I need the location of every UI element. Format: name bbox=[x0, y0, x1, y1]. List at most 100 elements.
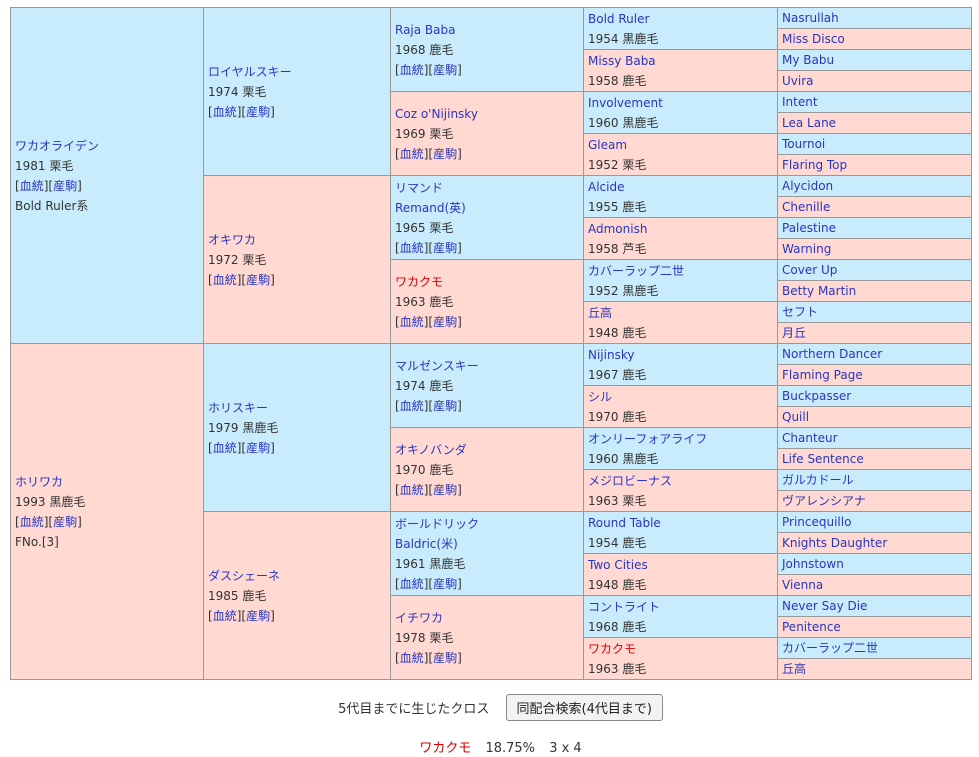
blood-link[interactable]: 血統 bbox=[399, 398, 424, 413]
horse-name-link[interactable]: Northern Dancer bbox=[782, 347, 883, 361]
same-mating-search-button[interactable]: 同配合検索(4代目まで) bbox=[505, 694, 663, 721]
horse-name-link[interactable]: Flaming Page bbox=[782, 368, 863, 382]
horse-name-line: オンリーフォアライフ bbox=[588, 429, 774, 449]
blood-link[interactable]: 血統 bbox=[212, 272, 237, 287]
horse-name-link[interactable]: My Babu bbox=[782, 53, 835, 67]
horse-name-link[interactable]: Miss Disco bbox=[782, 32, 845, 46]
horse-name-link[interactable]: ヴアレンシアナ bbox=[782, 494, 866, 508]
horse-name-link[interactable]: ワカオライデン bbox=[15, 138, 100, 153]
horse-name-link[interactable]: Missy Baba bbox=[588, 53, 656, 68]
horse-name-link[interactable]: Cover Up bbox=[782, 263, 838, 277]
horse-name-link[interactable]: Chenille bbox=[782, 200, 831, 214]
horse-name-link[interactable]: イチワカ bbox=[395, 610, 444, 625]
horse-name-link[interactable]: Alycidon bbox=[782, 179, 834, 193]
horse-name-link[interactable]: Raja Baba bbox=[395, 22, 456, 37]
offspring-link[interactable]: 産駒 bbox=[246, 272, 271, 287]
horse-name-link[interactable]: Princequillo bbox=[782, 515, 852, 529]
offspring-link[interactable]: 産駒 bbox=[53, 514, 78, 529]
blood-link[interactable]: 血統 bbox=[399, 146, 424, 161]
offspring-link[interactable]: 産駒 bbox=[433, 576, 458, 591]
pedigree-cell-gen5-26: Johnstown bbox=[777, 553, 972, 575]
horse-name-link[interactable]: Admonish bbox=[588, 221, 648, 236]
blood-link[interactable]: 血統 bbox=[19, 514, 44, 529]
blood-link[interactable]: 血統 bbox=[212, 608, 237, 623]
offspring-link[interactable]: 産駒 bbox=[246, 608, 271, 623]
horse-name-link[interactable]: ダスシェーネ bbox=[208, 568, 281, 583]
horse-name-link[interactable]: 月丘 bbox=[782, 326, 807, 340]
blood-link[interactable]: 血統 bbox=[399, 314, 424, 329]
offspring-link[interactable]: 産駒 bbox=[433, 240, 458, 255]
offspring-link[interactable]: 産駒 bbox=[433, 314, 458, 329]
horse-name-link[interactable]: Intent bbox=[782, 95, 818, 109]
horse-name-link[interactable]: Tournoi bbox=[782, 137, 826, 151]
horse-name-link[interactable]: オキノバンダ bbox=[395, 442, 467, 457]
horse-name-link[interactable]: ホリスキー bbox=[208, 400, 269, 415]
horse-name-link[interactable]: ガルカドール bbox=[782, 473, 854, 487]
horse-name-link[interactable]: ワカクモ bbox=[588, 641, 637, 656]
horse-name-link[interactable]: Involvement bbox=[588, 95, 663, 110]
horse-name-link[interactable]: Betty Martin bbox=[782, 284, 857, 298]
horse-name-link[interactable]: Buckpasser bbox=[782, 389, 852, 403]
horse-name-link[interactable]: ボールドリック bbox=[395, 516, 480, 531]
horse-name-link[interactable]: Coz o'Nijinsky bbox=[395, 106, 478, 121]
horse-name-link[interactable]: Palestine bbox=[782, 221, 837, 235]
horse-name-link[interactable]: Never Say Die bbox=[782, 599, 868, 613]
offspring-link[interactable]: 産駒 bbox=[53, 178, 78, 193]
horse-name-link[interactable]: Flaring Top bbox=[782, 158, 848, 172]
horse-name-link[interactable]: セフト bbox=[782, 305, 819, 319]
horse-alt-name-link[interactable]: Remand(英) bbox=[395, 200, 466, 215]
horse-name-link[interactable]: Bold Ruler bbox=[588, 11, 650, 26]
horse-name-link[interactable]: リマンド bbox=[395, 180, 444, 195]
horse-name-link[interactable]: Quill bbox=[782, 410, 810, 424]
horse-name-link[interactable]: Vienna bbox=[782, 578, 824, 592]
horse-name-link[interactable]: ロイヤルスキー bbox=[208, 64, 292, 79]
pedigree-cell-gen5-21: Life Sentence bbox=[777, 448, 972, 470]
pedigree-cell-gen5-27: Vienna bbox=[777, 574, 972, 596]
blood-link[interactable]: 血統 bbox=[399, 62, 424, 77]
horse-name-link[interactable]: Lea Lane bbox=[782, 116, 837, 130]
horse-name-link[interactable]: Warning bbox=[782, 242, 832, 256]
blood-link[interactable]: 血統 bbox=[399, 240, 424, 255]
horse-name-link[interactable]: メジロビーナス bbox=[588, 473, 673, 488]
horse-name-link[interactable]: Life Sentence bbox=[782, 452, 864, 466]
offspring-link[interactable]: 産駒 bbox=[433, 146, 458, 161]
horse-alt-name-link[interactable]: Baldric(米) bbox=[395, 536, 458, 551]
offspring-link[interactable]: 産駒 bbox=[433, 398, 458, 413]
horse-name-link[interactable]: シル bbox=[588, 389, 613, 404]
blood-link[interactable]: 血統 bbox=[212, 440, 237, 455]
blood-link[interactable]: 血統 bbox=[212, 104, 237, 119]
horse-name-link[interactable]: Chanteur bbox=[782, 431, 838, 445]
offspring-link[interactable]: 産駒 bbox=[433, 650, 458, 665]
blood-link[interactable]: 血統 bbox=[399, 650, 424, 665]
horse-name-link[interactable]: Gleam bbox=[588, 137, 628, 152]
blood-link[interactable]: 血統 bbox=[399, 482, 424, 497]
horse-name-link[interactable]: Alcide bbox=[588, 179, 625, 194]
blood-link[interactable]: 血統 bbox=[399, 576, 424, 591]
horse-name-line: Northern Dancer bbox=[782, 345, 968, 364]
horse-name-link[interactable]: マルゼンスキー bbox=[395, 358, 479, 373]
horse-name-link[interactable]: Round Table bbox=[588, 515, 661, 530]
horse-name-link[interactable]: カバーラップ二世 bbox=[782, 641, 879, 655]
horse-name-link[interactable]: Nasrullah bbox=[782, 11, 839, 25]
horse-name-link[interactable]: コントライト bbox=[588, 599, 661, 614]
horse-name-link[interactable]: オキワカ bbox=[208, 232, 257, 247]
cross-horse-link[interactable]: ワカクモ bbox=[419, 741, 472, 756]
horse-name-link[interactable]: ワカクモ bbox=[395, 274, 444, 289]
offspring-link[interactable]: 産駒 bbox=[246, 440, 271, 455]
horse-name-link[interactable]: Nijinsky bbox=[588, 347, 635, 362]
horse-name-link[interactable]: ホリワカ bbox=[15, 474, 64, 489]
horse-name-link[interactable]: Johnstown bbox=[782, 557, 844, 571]
offspring-link[interactable]: 産駒 bbox=[246, 104, 271, 119]
horse-name-link[interactable]: 丘高 bbox=[588, 305, 613, 320]
horse-year-coat: 1970 鹿毛 bbox=[395, 462, 454, 477]
offspring-link[interactable]: 産駒 bbox=[433, 482, 458, 497]
horse-name-link[interactable]: オンリーフォアライフ bbox=[588, 431, 708, 446]
horse-name-link[interactable]: カバーラップ二世 bbox=[588, 263, 685, 278]
horse-name-link[interactable]: Penitence bbox=[782, 620, 841, 634]
blood-link[interactable]: 血統 bbox=[19, 178, 44, 193]
horse-name-link[interactable]: Two Cities bbox=[588, 557, 648, 572]
horse-name-link[interactable]: Knights Daughter bbox=[782, 536, 888, 550]
horse-name-link[interactable]: Uvira bbox=[782, 74, 814, 88]
offspring-link[interactable]: 産駒 bbox=[433, 62, 458, 77]
horse-name-link[interactable]: 丘高 bbox=[782, 662, 807, 676]
